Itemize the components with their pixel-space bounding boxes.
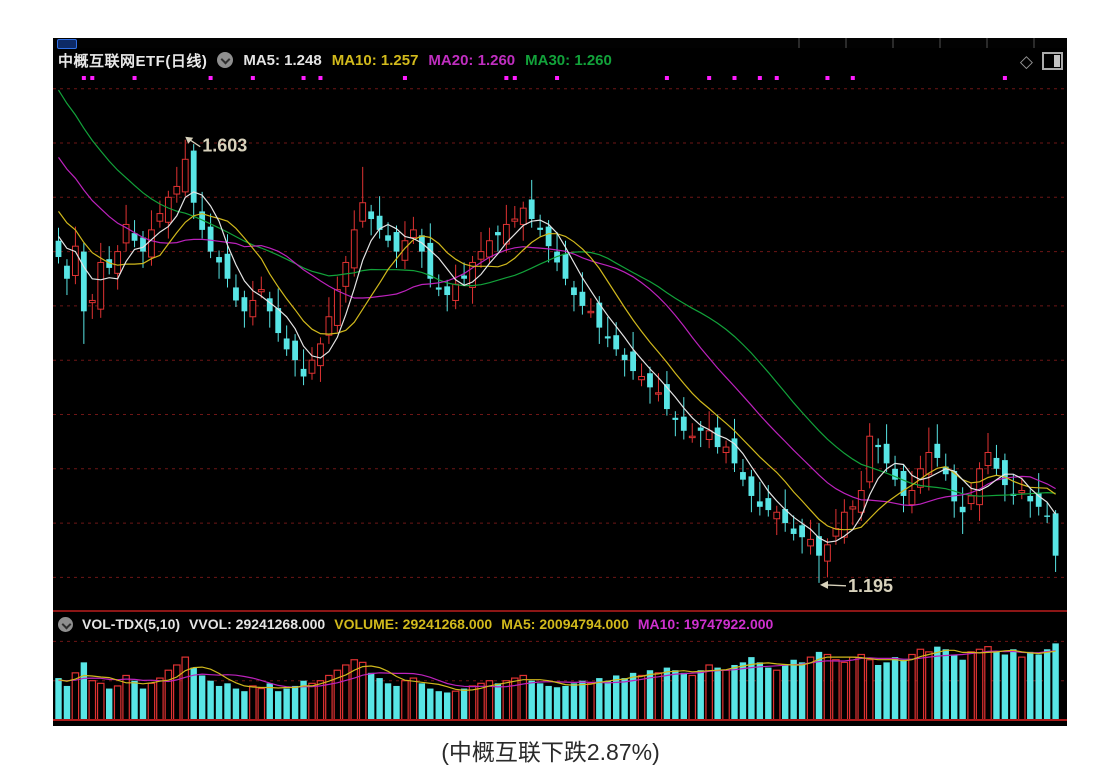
ma30-legend: MA30: 1.260 xyxy=(525,51,612,69)
svg-text:1.195: 1.195 xyxy=(848,576,893,596)
ma5-legend: MA5: 1.248 xyxy=(243,51,322,69)
chevron-down-icon[interactable] xyxy=(217,52,234,68)
caption-text: (中概互联下跌2.87%) xyxy=(441,739,660,765)
toolbar-dividers xyxy=(753,38,1067,48)
ma20-legend: MA20: 1.260 xyxy=(428,51,516,69)
svg-text:1.603: 1.603 xyxy=(202,136,247,156)
corner-icons: ◇ xyxy=(1020,52,1063,70)
vol-indicator-label: VOL-TDX(5,10) xyxy=(82,616,181,632)
kline-chart[interactable]: 1.603 1.195 xyxy=(53,38,1067,726)
chevron-down-icon[interactable] xyxy=(58,616,73,632)
diamond-icon[interactable]: ◇ xyxy=(1019,51,1033,71)
vvol-value: VVOL: 29241268.000 xyxy=(189,616,326,632)
volume-header-row: VOL-TDX(5,10) VVOL: 29241268.000 VOLUME:… xyxy=(58,614,773,634)
chart-window: 1.603 1.195 中概互联网ETF(日线) MA5: 1.248 MA10:… xyxy=(53,38,1067,726)
vol-ma5-value: MA5: 20094794.000 xyxy=(501,616,629,632)
window-tab-icon[interactable] xyxy=(57,39,77,49)
volume-value: VOLUME: 29241268.000 xyxy=(334,616,493,632)
vol-ma10-value: MA10: 19747922.000 xyxy=(637,616,774,632)
panel-layout-icon[interactable] xyxy=(1042,52,1063,70)
toolbar-strip xyxy=(53,38,1067,49)
ma10-legend: MA10: 1.257 xyxy=(331,51,419,69)
symbol-title: 中概互联网ETF(日线) xyxy=(58,52,208,70)
chart-title-row: 中概互联网ETF(日线) MA5: 1.248 MA10: 1.257 MA20… xyxy=(58,49,612,71)
